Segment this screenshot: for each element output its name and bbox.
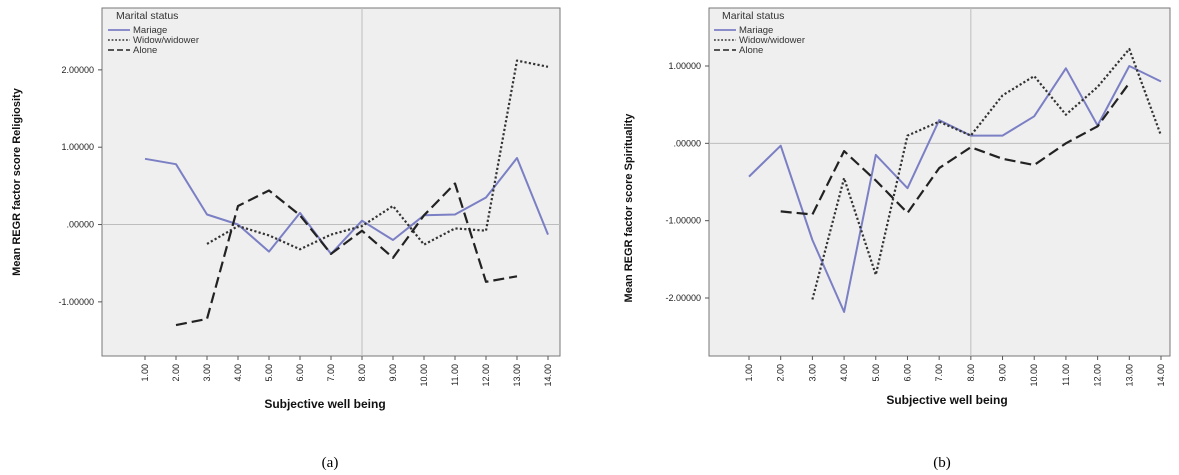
legend-entry: Mariage bbox=[133, 25, 167, 36]
x-tick-label: 1.00 bbox=[140, 364, 150, 382]
x-tick-label: 6.00 bbox=[902, 364, 912, 382]
x-tick-label: 8.00 bbox=[357, 364, 367, 382]
x-tick-label: 2.00 bbox=[171, 364, 181, 382]
legend-entry: Mariage bbox=[739, 25, 773, 36]
series-line-mariage bbox=[748, 65, 1162, 313]
y-tick-label: 2.00000 bbox=[61, 65, 94, 75]
x-tick-label: 13.00 bbox=[512, 364, 522, 387]
x-tick-label: 11.00 bbox=[450, 364, 460, 386]
x-tick-label: 3.00 bbox=[202, 364, 212, 382]
chart-panel-1: 2.00000 1.00000 .00000 -1.00000 1.00 2.00 3.00… bbox=[11, 7, 561, 471]
legend-entry: Widow/widower bbox=[739, 35, 805, 46]
series-line-mariage bbox=[144, 157, 549, 255]
y-axis-label: Mean REGR factor score Religiosity bbox=[11, 87, 23, 276]
legend-entry: Widow/widower bbox=[133, 35, 199, 46]
x-tick-label: 7.00 bbox=[326, 364, 336, 382]
x-tick-label: 14.00 bbox=[543, 364, 553, 387]
x-tick-label: 1.00 bbox=[744, 364, 754, 382]
legend-title: Marital status bbox=[722, 10, 784, 22]
plot-area bbox=[101, 7, 561, 357]
chart-panel-2: 1.00000 .00000 -1.00000 -2.00000 1.00 2.00 3.0… bbox=[623, 7, 1171, 471]
series-line-widow-widower bbox=[206, 59, 549, 251]
x-tick-label: 10.00 bbox=[419, 364, 429, 387]
x-tick-label: 9.00 bbox=[998, 364, 1008, 382]
x-tick-label: 5.00 bbox=[264, 364, 274, 382]
x-tick-label: 12.00 bbox=[1093, 364, 1103, 387]
plot-area bbox=[708, 7, 1171, 357]
x-tick-label: 11.00 bbox=[1061, 364, 1071, 386]
x-tick-label: 5.00 bbox=[871, 364, 881, 382]
series-line-alone bbox=[780, 82, 1131, 216]
y-tick-label: 1.00000 bbox=[61, 142, 94, 152]
x-tick-label: 7.00 bbox=[934, 364, 944, 382]
x-tick-label: 4.00 bbox=[839, 364, 849, 382]
x-tick-label: 9.00 bbox=[388, 364, 398, 382]
x-tick-label: 13.00 bbox=[1124, 364, 1134, 387]
x-tick-label: 6.00 bbox=[295, 364, 305, 382]
x-axis-label: Subjective well being bbox=[264, 397, 385, 411]
x-tick-label: 2.00 bbox=[776, 364, 786, 382]
y-tick-label: -1.00000 bbox=[58, 297, 94, 307]
x-tick-label: 10.00 bbox=[1029, 364, 1039, 387]
x-tick-label: 3.00 bbox=[807, 364, 817, 382]
series-line-alone bbox=[175, 182, 518, 327]
y-tick-label: .00000 bbox=[673, 138, 701, 148]
legend-title: Marital status bbox=[116, 10, 178, 22]
x-axis-label: Subjective well being bbox=[886, 393, 1007, 407]
y-axis-label: Mean REGR factor score Spirituality bbox=[623, 113, 635, 303]
x-tick-label: 14.00 bbox=[1156, 364, 1166, 387]
legend-entry: Alone bbox=[739, 45, 763, 56]
y-tick-label: .00000 bbox=[66, 220, 94, 230]
legend-entry: Alone bbox=[133, 45, 157, 56]
panel-caption: (b) bbox=[933, 455, 951, 471]
y-tick-label: -2.00000 bbox=[665, 293, 701, 303]
x-tick-label: 8.00 bbox=[966, 364, 976, 382]
panel-caption: (a) bbox=[322, 455, 339, 471]
x-tick-label: 12.00 bbox=[481, 364, 491, 387]
y-tick-label: -1.00000 bbox=[665, 216, 701, 226]
x-tick-label: 4.00 bbox=[233, 364, 243, 382]
y-tick-label: 1.00000 bbox=[668, 61, 701, 71]
